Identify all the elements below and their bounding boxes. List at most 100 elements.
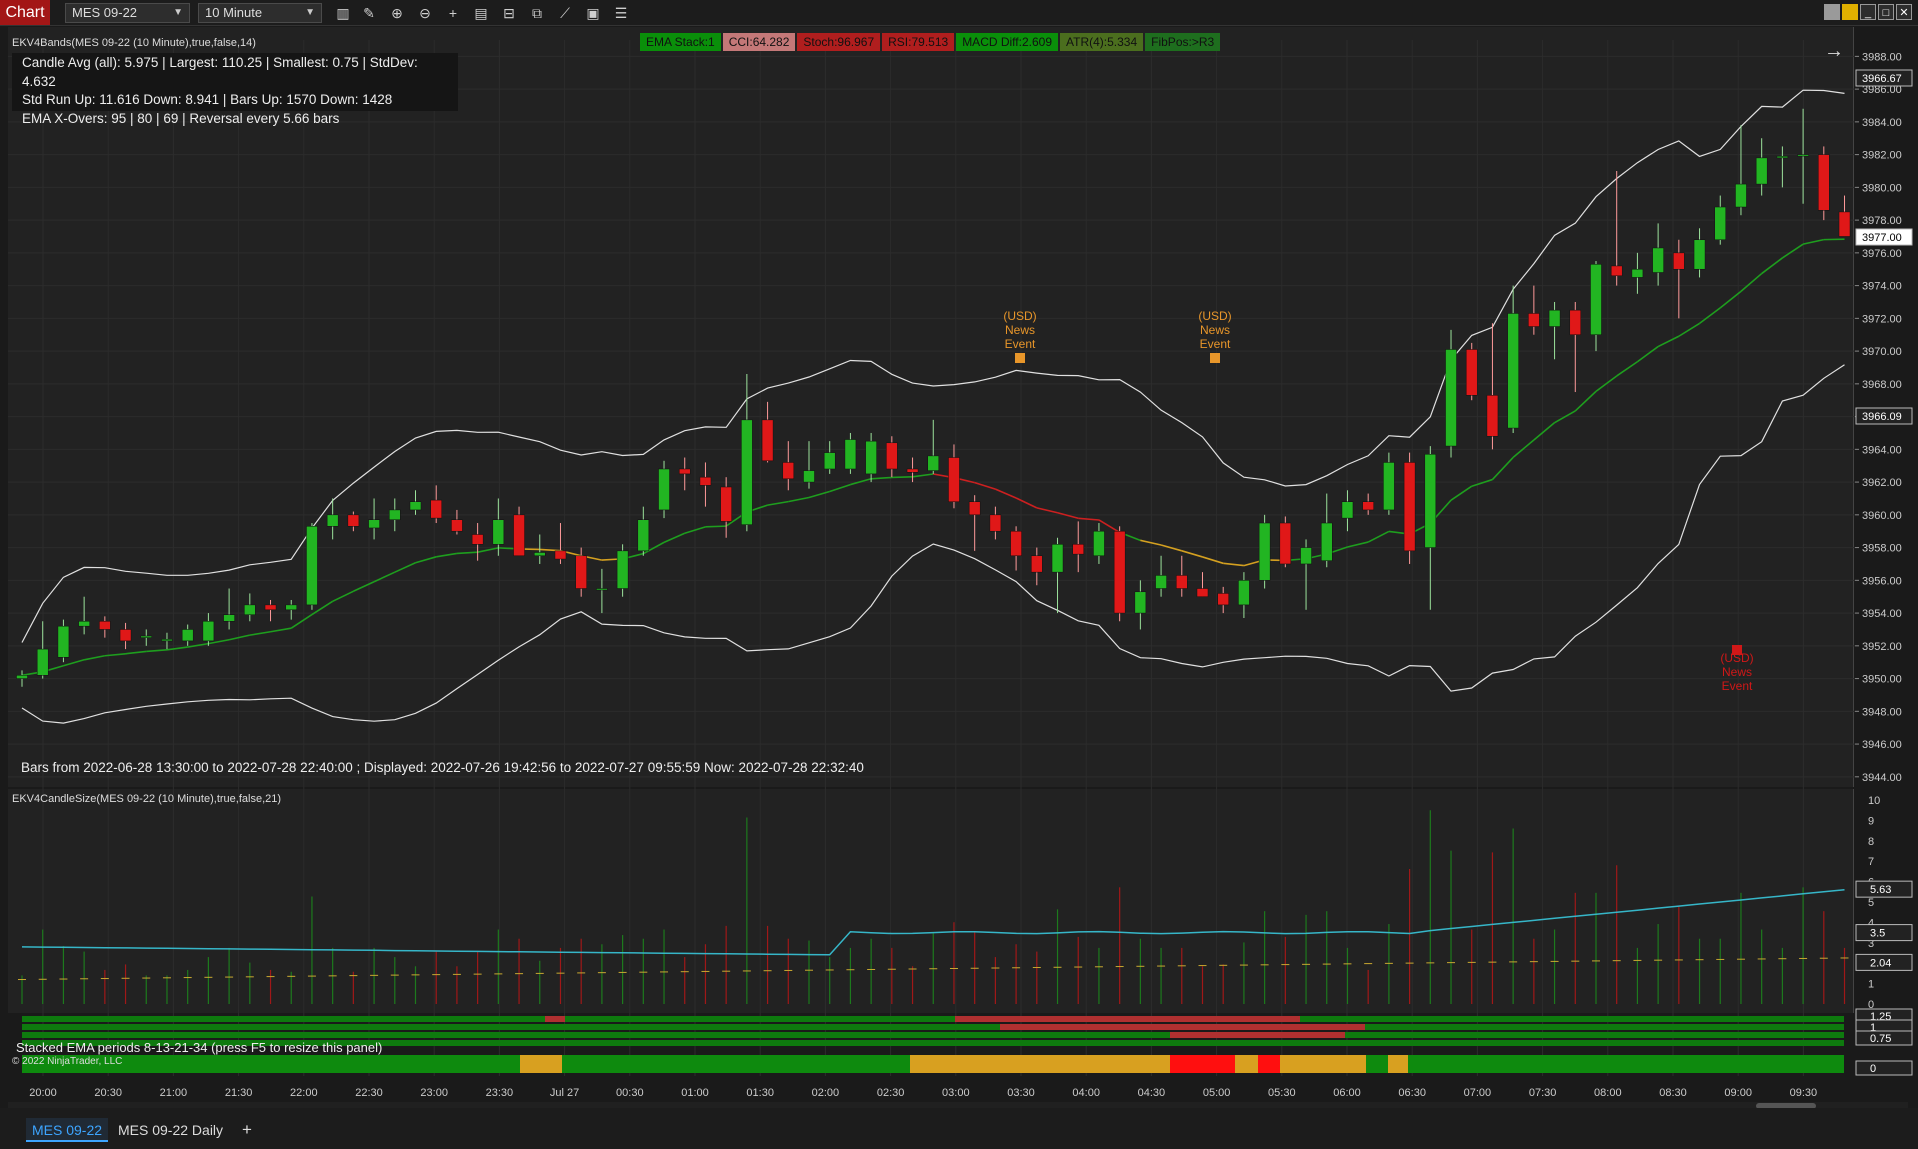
price-marker-label: 3977.00 <box>1862 232 1902 244</box>
ema-stack-row <box>22 1040 1844 1046</box>
ema-line-segment <box>539 548 561 552</box>
minimize-icon[interactable]: _ <box>1860 4 1876 20</box>
draw-tools-icon[interactable]: ✎ <box>363 5 375 21</box>
scroll-thumb[interactable] <box>1756 1103 1816 1109</box>
price-panel[interactable] <box>8 27 1854 787</box>
ema-line-segment <box>208 638 230 645</box>
instrument-value: MES 09-22 <box>72 5 138 20</box>
y-tick-label: 3976.00 <box>1862 248 1902 260</box>
zoom-out-icon[interactable]: ⊖ <box>419 5 431 21</box>
ema-line-segment <box>1554 410 1576 424</box>
x-tick-label: 20:30 <box>94 1087 122 1099</box>
ema-line-segment <box>1078 517 1100 521</box>
x-tick-label: 08:00 <box>1594 1087 1622 1099</box>
x-tick-label: 21:00 <box>160 1087 188 1099</box>
crosshair-icon[interactable]: + <box>448 5 458 21</box>
candle-body <box>1838 211 1851 237</box>
ema-line-segment <box>808 490 830 499</box>
ema-line-segment <box>1491 456 1514 481</box>
ema-line-segment <box>1781 243 1804 259</box>
stats-line: Candle Avg (all): 5.975 | Largest: 110.2… <box>22 55 418 89</box>
candle-body <box>1486 395 1499 437</box>
maximize-icon[interactable]: □ <box>1878 4 1894 20</box>
chart-trader-icon[interactable]: ☰ <box>614 5 628 21</box>
restore-icon[interactable] <box>1824 4 1840 20</box>
candle-body <box>1072 544 1084 555</box>
candle-body <box>1631 268 1644 278</box>
candle-body <box>678 468 691 475</box>
candle-body <box>181 629 194 642</box>
candle-body <box>865 440 877 475</box>
chevron-down-icon: ▼ <box>173 7 183 18</box>
x-tick-label: 04:00 <box>1072 1087 1100 1099</box>
ema-line-segment <box>1761 257 1783 275</box>
y-tick-label: 3988.00 <box>1862 51 1902 63</box>
candle-body <box>492 519 505 545</box>
candle-body <box>1673 252 1685 270</box>
news-event-label: News <box>1722 665 1752 679</box>
ema-state-seg <box>1388 1055 1408 1073</box>
tab-mes-09-22[interactable]: MES 09-22 <box>26 1118 109 1142</box>
candle-body <box>368 519 380 529</box>
x-tick-label: 01:30 <box>746 1087 774 1099</box>
ema-line-segment <box>353 581 375 593</box>
ema-line-segment <box>684 526 706 534</box>
highlight-icon[interactable] <box>1842 4 1858 20</box>
candle-body <box>244 604 256 615</box>
y-tick-label: 3968.00 <box>1862 379 1902 391</box>
x-tick-label: 06:00 <box>1333 1087 1361 1099</box>
candle-body <box>1010 530 1022 557</box>
candle-body <box>1735 183 1747 208</box>
strategy-icon[interactable]: ⧉ <box>532 5 542 21</box>
x-tick-label: 06:30 <box>1398 1087 1426 1099</box>
candle-body <box>1776 156 1789 159</box>
zoom-in-icon[interactable]: ⊕ <box>391 5 403 21</box>
candle-body <box>534 552 546 557</box>
data-series-icon[interactable]: ▤ <box>474 5 488 21</box>
ema-state-seg <box>1280 1055 1366 1073</box>
close-icon[interactable]: ✕ <box>1896 4 1912 20</box>
ema-line-segment <box>871 476 892 480</box>
candle-body <box>1196 588 1209 597</box>
candle-body <box>1383 462 1395 511</box>
ema-line-segment <box>477 547 499 553</box>
sub-y-tick-label: 7 <box>1868 856 1874 868</box>
news-event-marker <box>1210 353 1220 363</box>
instrument-selector[interactable]: MES 09-22 ▼ <box>65 3 190 23</box>
x-tick-label: 00:30 <box>616 1087 644 1099</box>
sub-indicator-caption: EKV4CandleSize(MES 09-22 (10 Minute),tru… <box>12 793 282 805</box>
candle-body <box>1321 522 1333 561</box>
sub-marker <box>1855 924 1913 942</box>
properties-icon[interactable]: ▣ <box>586 5 600 21</box>
candle-body <box>451 519 463 532</box>
tab-mes-09-22-daily[interactable]: MES 09-22 Daily <box>118 1122 224 1138</box>
y-tick-label: 3952.00 <box>1862 641 1902 653</box>
news-event-label: News <box>1005 323 1035 337</box>
x-tick-label: 07:00 <box>1464 1087 1492 1099</box>
arrow-right-icon[interactable]: → <box>1824 40 1844 62</box>
sub-marker-label: 2.04 <box>1870 957 1891 969</box>
ema-line-segment <box>1802 238 1824 245</box>
interval-selector[interactable]: 10 Minute ▼ <box>198 3 322 23</box>
candle-body <box>16 675 28 679</box>
add-tab-button[interactable]: + <box>242 1120 252 1139</box>
candle-body <box>844 439 857 470</box>
price-marker <box>1855 228 1913 246</box>
candle-body <box>886 442 898 470</box>
candle-body <box>1445 349 1457 447</box>
template-icon[interactable]: ⊟ <box>503 5 515 21</box>
ema-line-segment <box>974 481 996 490</box>
y-tick-label: 3958.00 <box>1862 543 1902 555</box>
news-event-currency: (USD) <box>1198 309 1231 323</box>
horizontal-scrollbar[interactable] <box>8 1102 1908 1110</box>
news-event-currency: (USD) <box>1003 309 1036 323</box>
indicators-icon[interactable]: ⟋ <box>560 5 570 21</box>
ema-line-segment <box>270 627 292 633</box>
ema-line-segment <box>1036 507 1058 514</box>
candle-body <box>78 621 90 627</box>
candle-body <box>1176 575 1188 589</box>
news-event-label: Event <box>1200 337 1231 351</box>
candle-body <box>782 462 795 480</box>
bar-type-icon[interactable]: ▥ <box>336 5 350 21</box>
